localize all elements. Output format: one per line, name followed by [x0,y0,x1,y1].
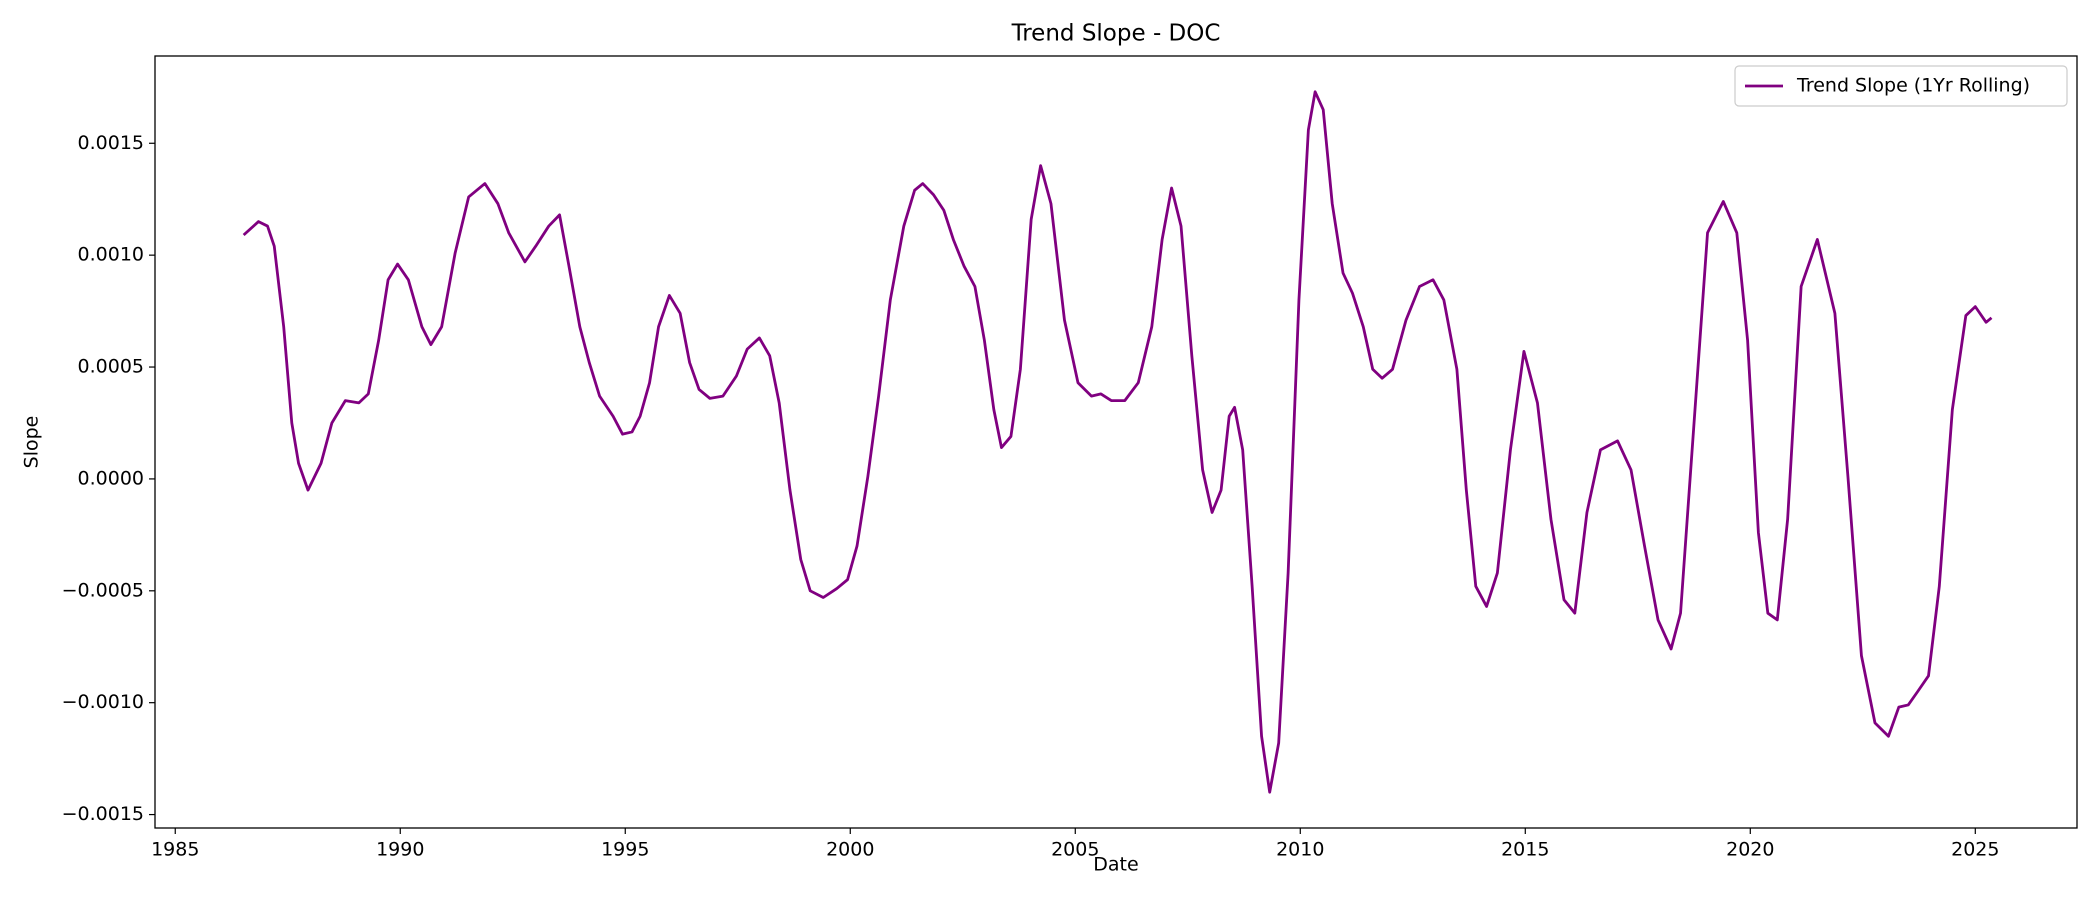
y-axis-label: Slope [21,416,43,469]
x-tick-label: 2005 [1051,839,1099,861]
y-tick-label: 0.0005 [78,356,144,378]
x-tick-label: 2020 [1726,839,1774,861]
x-tick-label: 2025 [1951,839,1999,861]
y-tick-label: −0.0005 [62,579,144,601]
plot-frame [154,55,2078,829]
legend-box [1734,65,2068,107]
y-tick-label: 0.0000 [78,467,144,489]
y-tick-label: 0.0010 [78,244,144,266]
y-tick-label: −0.0010 [62,691,144,713]
x-tick-label: 1985 [151,839,199,861]
y-tick-label: −0.0015 [62,803,144,825]
x-tick-label: 2015 [1501,839,1549,861]
x-tick-label: 1995 [601,839,649,861]
legend-label: Trend Slope (1Yr Rolling) [1796,75,2030,97]
x-tick-label: 2010 [1276,839,1324,861]
chart-title: Trend Slope - DOC [1011,21,1221,47]
data-line [242,90,1993,794]
x-axis-label: Date [1093,854,1138,876]
x-tick-label: 1990 [376,839,424,861]
x-tick-label: 2000 [826,839,874,861]
y-tick-label: 0.0015 [78,132,144,154]
